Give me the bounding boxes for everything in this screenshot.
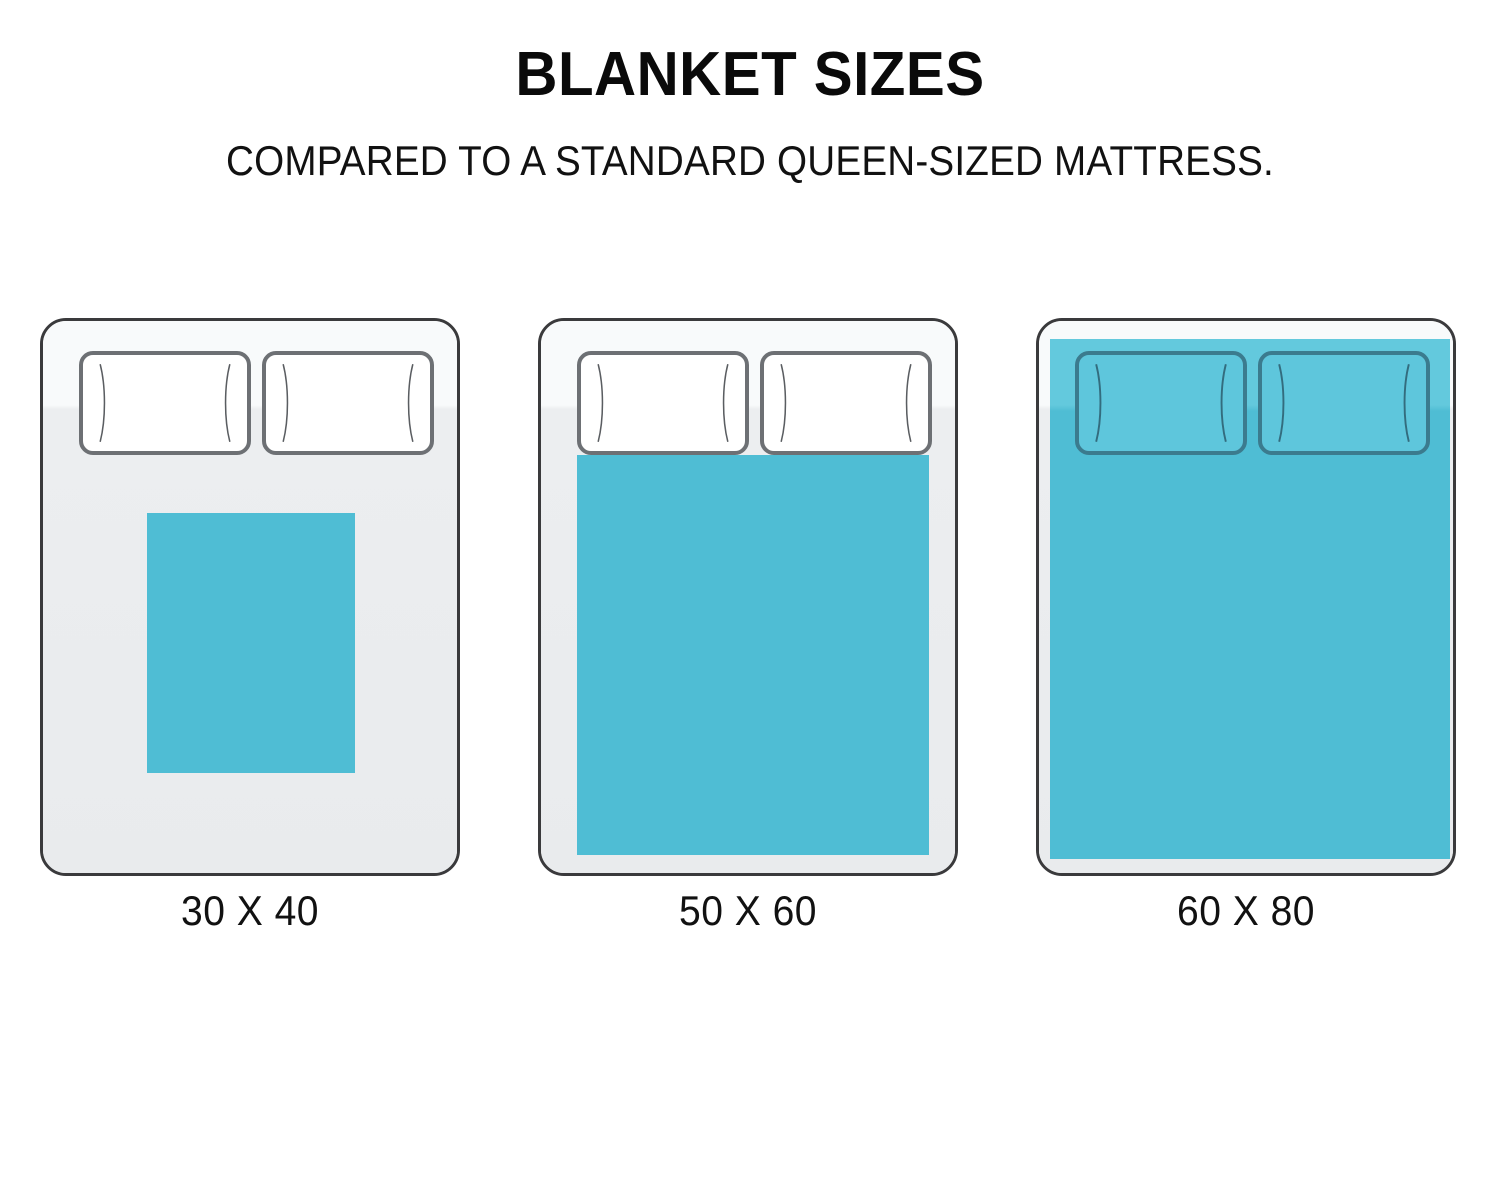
bed-diagram-30x40: 30 X 40 (40, 318, 460, 932)
pillow-crease-icon (1095, 364, 1227, 442)
pillow-crease-icon (282, 364, 414, 442)
pillow-right (760, 351, 932, 455)
pillow-crease-icon (99, 364, 231, 442)
pillow-crease-icon (780, 364, 912, 442)
blanket-50x60 (577, 455, 929, 855)
page-subtitle: COMPARED TO A STANDARD QUEEN-SIZED MATTR… (226, 137, 1274, 184)
mattress-outline (1036, 318, 1456, 876)
bed-caption-30x40: 30 X 40 (181, 887, 319, 934)
pillow-left (1075, 351, 1247, 455)
pillow-left (79, 351, 251, 455)
bed-diagram-60x80: 60 X 80 (1036, 318, 1456, 932)
bed-caption-60x80: 60 X 80 (1177, 887, 1315, 934)
bed-comparison-row: 30 X 40 50 X (0, 318, 1500, 968)
pillow-right (262, 351, 434, 455)
page-title: BLANKET SIZES (515, 40, 985, 109)
blanket-30x40 (147, 513, 355, 773)
mattress-outline (538, 318, 958, 876)
header: BLANKET SIZES COMPARED TO A STANDARD QUE… (0, 0, 1500, 182)
pillow-right (1258, 351, 1430, 455)
mattress-outline (40, 318, 460, 876)
pillow-left (577, 351, 749, 455)
pillow-crease-icon (1278, 364, 1410, 442)
bed-caption-50x60: 50 X 60 (679, 887, 817, 934)
pillow-crease-icon (597, 364, 729, 442)
bed-diagram-50x60: 50 X 60 (538, 318, 958, 932)
